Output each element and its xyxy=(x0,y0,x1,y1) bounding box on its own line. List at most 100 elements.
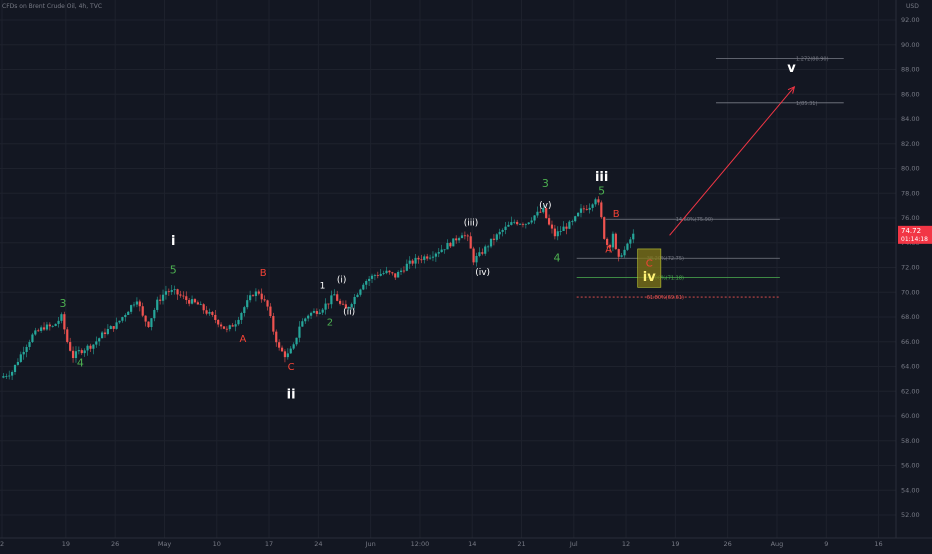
candle-body xyxy=(159,299,162,301)
candle-body xyxy=(530,220,533,223)
price-tick-label: 62.00 xyxy=(901,387,920,395)
candle-body xyxy=(106,329,109,334)
price-tick-label: 54.00 xyxy=(901,486,920,494)
time-tick-label: 19 xyxy=(62,540,70,548)
candle-body xyxy=(16,361,20,365)
candle-body xyxy=(376,275,379,276)
candle-body xyxy=(437,252,440,254)
price-tick-label: 58.00 xyxy=(901,437,920,445)
candle-body xyxy=(338,300,342,304)
candle-body xyxy=(536,211,539,216)
candle-body xyxy=(295,337,298,345)
candle-body xyxy=(524,223,527,225)
candle-body xyxy=(428,257,432,259)
candle-body xyxy=(542,208,545,213)
candle-body xyxy=(327,303,330,305)
candle-body xyxy=(2,376,5,378)
countdown-label: 01:14:18 xyxy=(901,236,928,243)
candle-body xyxy=(330,295,333,305)
candle-body xyxy=(562,226,565,232)
candle-body xyxy=(457,238,461,241)
candle-body xyxy=(193,299,197,303)
candle-body xyxy=(408,260,411,264)
candle-body xyxy=(240,313,243,320)
time-tick-label: 14 xyxy=(468,540,476,548)
candle-body xyxy=(63,314,66,330)
candle-body xyxy=(225,328,228,330)
candle-body xyxy=(234,324,237,327)
wave-label: iii xyxy=(595,170,608,185)
time-tick-label: 21 xyxy=(517,540,525,548)
fibonacci-levels: 14.60%(75.90) 38.20%(72.75) 50.00%(71.18) 6… xyxy=(576,56,844,301)
candle-body xyxy=(40,327,43,331)
time-axis[interactable]: 2 19 26 May 10 17 24 Jun 12:00 14 21 Jul 12 19 26 Aug 9 1… xyxy=(0,540,883,548)
candle-body xyxy=(504,226,507,230)
candle-body xyxy=(356,294,359,297)
wave-label: 4 xyxy=(77,357,84,370)
projection-line[interactable] xyxy=(669,86,795,236)
target-zone-box[interactable] xyxy=(637,248,662,288)
price-tick-label: 84.00 xyxy=(901,115,920,123)
price-tick-label: 72.00 xyxy=(901,264,920,272)
candle-body xyxy=(222,326,226,329)
candle-body xyxy=(382,273,385,274)
candle-body xyxy=(489,238,493,247)
candle-body xyxy=(208,312,211,314)
candle-body xyxy=(463,235,466,237)
price-tick-label: 64.00 xyxy=(901,363,920,371)
candle-body xyxy=(66,329,69,343)
candle-body xyxy=(492,238,496,240)
time-tick-label: 12:00 xyxy=(411,540,430,548)
candle-body xyxy=(196,302,199,305)
candle-body xyxy=(568,221,571,229)
candles xyxy=(2,196,635,380)
wave-label: (iv) xyxy=(475,268,490,278)
fib-level-label: 1.272(88.90) xyxy=(796,56,829,62)
fib-level-label: 14.60%(75.90) xyxy=(676,217,713,223)
candle-body xyxy=(304,318,307,322)
candle-body xyxy=(498,231,501,235)
price-tick-label: 78.00 xyxy=(901,189,920,197)
candle-body xyxy=(86,345,89,351)
candle-body xyxy=(527,222,530,224)
price-badge-background xyxy=(898,225,932,244)
candle-body xyxy=(550,224,554,229)
candle-body xyxy=(92,344,95,349)
candle-body xyxy=(298,326,301,338)
candle-body xyxy=(71,350,75,359)
wave-label: iv xyxy=(643,270,656,285)
time-tick-label: 2 xyxy=(0,540,4,548)
candle-body xyxy=(626,243,629,250)
time-tick-label: 19 xyxy=(671,540,679,548)
candle-body xyxy=(37,330,40,332)
candle-body xyxy=(368,278,371,282)
candle-body xyxy=(510,222,513,225)
fib-level-label: 1(85.31) xyxy=(796,101,817,107)
candle-body xyxy=(394,273,397,278)
price-tick-label: 60.00 xyxy=(901,412,920,420)
fib-level-label: 50.00%(71.18) xyxy=(647,276,684,282)
candle-body xyxy=(115,322,118,329)
time-tick-label: May xyxy=(158,540,172,548)
candle-body xyxy=(518,223,522,225)
price-axis[interactable]: 52.00 54.00 56.00 58.00 60.00 62.00 64.00 66.00… xyxy=(901,16,920,519)
candle-body xyxy=(350,304,353,308)
current-price-badge: 74.72 01:14:18 xyxy=(898,225,932,244)
candle-body xyxy=(11,372,14,376)
wave-label: A xyxy=(605,245,612,256)
candle-body xyxy=(347,307,350,309)
currency-label[interactable]: USD xyxy=(906,3,919,10)
candle-body xyxy=(231,325,234,327)
candle-body xyxy=(600,202,603,218)
wave-label: B xyxy=(613,209,620,220)
candle-body xyxy=(249,295,252,301)
wave-label: (i) xyxy=(337,275,347,285)
candle-body xyxy=(25,346,28,352)
candle-body xyxy=(417,257,420,260)
candle-body xyxy=(153,309,156,319)
candle-body xyxy=(211,312,214,315)
symbol-title: CFDs on Brent Crude Oil, 4h, TVC xyxy=(2,3,102,10)
candle-body xyxy=(100,332,104,339)
